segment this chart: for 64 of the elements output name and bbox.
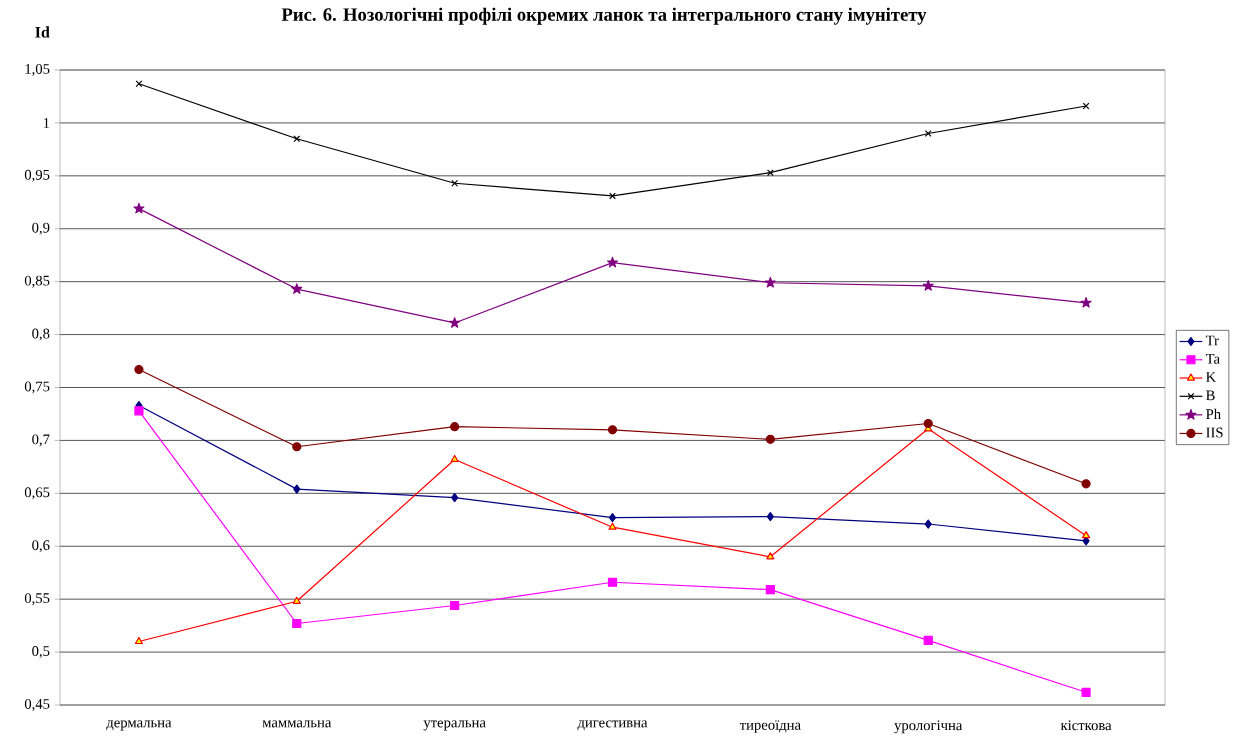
point (449, 317, 461, 328)
point (451, 492, 459, 503)
point (450, 600, 460, 611)
point (765, 434, 775, 444)
y-tick-label: 0,65 (24, 487, 50, 500)
point (923, 418, 933, 429)
point (451, 179, 459, 187)
point (134, 364, 144, 375)
y-tick-label: 0,55 (24, 593, 50, 606)
x-tick-label: урологічна (894, 720, 963, 734)
point (1081, 479, 1091, 489)
x-tick-label: тиреоїдна (739, 720, 801, 733)
y-tick-label: 0,7 (32, 434, 50, 447)
point (292, 442, 302, 452)
point (292, 618, 302, 629)
point (1082, 531, 1091, 539)
point (292, 596, 301, 604)
y-tick-label: 0,6 (32, 540, 50, 553)
y-tick-label: 0,8 (32, 328, 50, 341)
x-tick-label: дермальна (106, 720, 172, 731)
y-tick-label: 0,45 (24, 699, 50, 712)
legend-label: Ph (1206, 408, 1221, 419)
y-tick-label: 0,95 (24, 169, 50, 182)
point (608, 522, 617, 530)
point (134, 406, 144, 416)
x-tick-label: маммальна (262, 720, 332, 728)
y-tick-label: 1,05 (25, 64, 50, 77)
y-tick-label: 0,85 (24, 275, 50, 288)
x-tick-label: утеральна (423, 720, 486, 731)
point (291, 283, 303, 294)
point (924, 130, 932, 137)
y-tick-label: 0,75 (24, 381, 50, 394)
point (134, 636, 143, 645)
point (764, 276, 776, 288)
legend-label: Tr (1205, 335, 1219, 346)
chart-title: Рис. 6. Нозологічні профілі окремих ланок та інтегрального стану імунітету (281, 7, 927, 25)
legend-label: Ta (1205, 353, 1220, 364)
y-axis-title: Id (35, 26, 50, 38)
y-tick-label: 0,9 (32, 222, 50, 235)
point (1080, 297, 1092, 308)
point (606, 256, 619, 268)
point (293, 484, 301, 494)
point (608, 513, 617, 523)
point (609, 192, 616, 200)
point (766, 512, 774, 522)
y-tick-label: 0,5 (32, 646, 50, 659)
point (924, 519, 932, 529)
x-tick-label: дигестивна (577, 720, 648, 731)
point (922, 280, 934, 291)
point (766, 552, 775, 560)
legend-label: K (1206, 372, 1217, 382)
x-tick-label: кісткова (1060, 720, 1112, 731)
legend-label: B (1206, 390, 1215, 401)
point (607, 577, 618, 587)
point (133, 202, 145, 214)
point (923, 635, 933, 646)
y-tick-label: 1 (43, 118, 50, 128)
point (450, 422, 460, 432)
point (607, 425, 618, 435)
point (1081, 687, 1091, 697)
point (765, 585, 775, 595)
point (450, 454, 459, 463)
point (135, 80, 143, 88)
legend-label: IIS (1206, 427, 1223, 438)
